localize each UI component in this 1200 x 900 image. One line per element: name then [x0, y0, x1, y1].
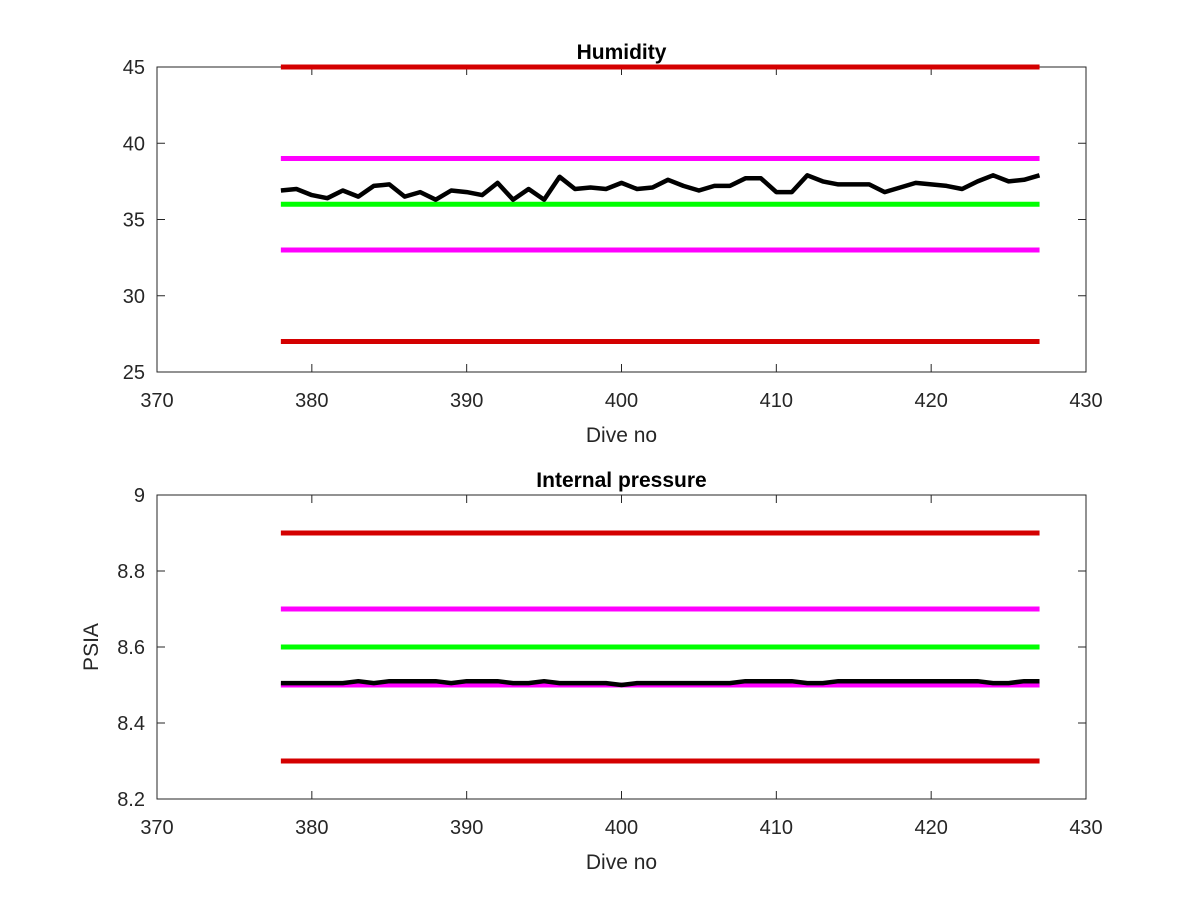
internal-pressure-chart: 370 380 390 400 410 420 430 8.2 8.4 8.6 8.8 9 Intern… — [80, 469, 1103, 874]
y-tick-label: 35 — [123, 210, 145, 232]
x-tick-label: 370 — [140, 390, 173, 412]
humidity-chart: 370 380 390 400 410 420 430 25 30 35 40 45 Humidity D… — [123, 41, 1103, 447]
x-tick-label: 400 — [605, 817, 638, 839]
x-tick-label: 400 — [605, 390, 638, 412]
x-tick-label: 390 — [450, 817, 483, 839]
data-series-line — [280, 678, 1040, 688]
x-tick-label: 410 — [760, 817, 793, 839]
x-tick-label: 380 — [295, 390, 328, 412]
x-tick-label: 380 — [295, 817, 328, 839]
axes-box — [156, 66, 1087, 373]
x-tick-label: 430 — [1069, 390, 1102, 412]
x-tick-label: 410 — [760, 390, 793, 412]
y-tick-label: 8.6 — [117, 637, 145, 659]
x-tick-label: 370 — [140, 817, 173, 839]
y-tick-label: 30 — [123, 286, 145, 308]
x-tick-label: 420 — [914, 817, 947, 839]
chart-title: Internal pressure — [536, 469, 706, 492]
y-tick-label: 8.4 — [117, 713, 145, 735]
y-tick-label: 8.2 — [117, 789, 145, 811]
x-tick-label: 430 — [1069, 817, 1102, 839]
y-tick-label: 45 — [123, 57, 145, 79]
x-axis-label: Dive no — [586, 851, 657, 874]
y-tick-label: 25 — [123, 362, 145, 384]
y-tick-label: 8.8 — [117, 561, 145, 583]
x-tick-label: 420 — [914, 390, 947, 412]
data-series-line — [280, 173, 1041, 202]
y-tick-label: 40 — [123, 133, 145, 155]
chart-title: Humidity — [577, 41, 667, 64]
x-tick-label: 390 — [450, 390, 483, 412]
y-tick-label: 9 — [134, 485, 145, 507]
x-axis-label: Dive no — [586, 424, 657, 447]
y-axis-label: PSIA — [80, 623, 103, 671]
